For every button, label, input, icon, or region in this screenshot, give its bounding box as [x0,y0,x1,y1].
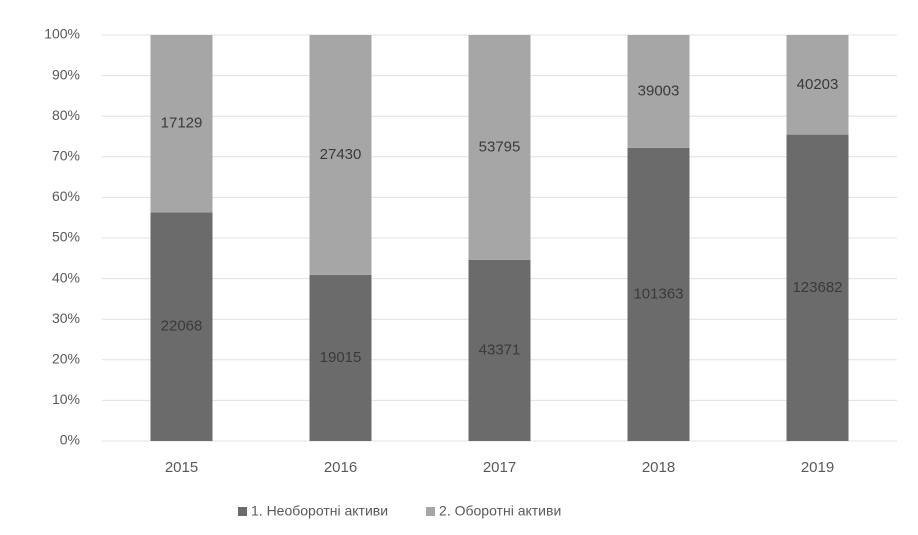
data-label: 17129 [161,115,203,132]
data-label: 40203 [797,76,839,93]
bar-segment [309,274,372,441]
legend-label: 2. Оборотні активи [439,503,561,519]
data-label: 123682 [792,279,842,296]
bar-segment [468,35,531,260]
bar-segment [627,147,690,441]
y-tick-label: 80% [52,107,80,123]
bar-segment [786,35,849,135]
data-label: 53795 [479,138,521,155]
y-tick-label: 20% [52,351,80,367]
x-tick-label: 2019 [801,459,834,476]
data-label: 27430 [320,146,362,163]
bar-segment [468,259,531,441]
bar-segment [150,35,213,213]
y-tick-label: 90% [52,66,80,82]
legend-swatch [426,507,436,516]
x-tick-label: 2018 [642,459,675,476]
y-tick-label: 0% [60,432,80,448]
y-tick-label: 10% [52,391,80,407]
y-tick-label: 70% [52,148,80,164]
y-tick-label: 40% [52,269,80,285]
bar-segment [786,134,849,441]
legend-swatch [238,507,247,516]
x-tick-label: 2016 [324,459,357,476]
y-tick-label: 60% [52,188,80,204]
data-label: 43371 [479,341,521,358]
bar-segment [150,212,213,441]
x-tick-label: 2017 [483,459,516,476]
bar-segment [309,35,372,275]
data-label: 101363 [633,285,683,302]
data-label: 22068 [161,318,203,335]
y-tick-label: 50% [52,229,80,245]
data-label: 39003 [638,82,680,99]
y-tick-label: 100% [44,26,80,42]
bar-segment [627,35,690,148]
y-tick-label: 30% [52,310,80,326]
legend-label: 1. Необоротні активи [251,503,388,519]
data-label: 19015 [320,349,362,366]
x-tick-label: 2015 [165,459,198,476]
